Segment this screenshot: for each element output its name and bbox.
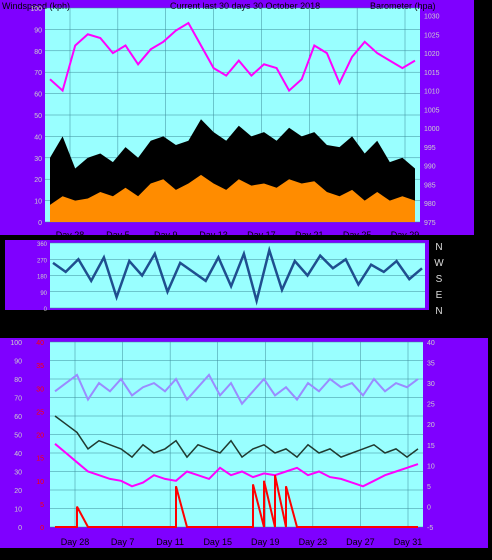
panel1-left-tick: 0 (38, 220, 42, 227)
panel1-x-tick: Day 25 (343, 230, 372, 240)
panel2-left-tick: 90 (40, 291, 47, 297)
direction-label: S (436, 274, 443, 285)
panel3-right-tick: -5 (427, 525, 433, 532)
barometer-series (49, 21, 416, 93)
panel1-left-tick: 30 (34, 156, 42, 163)
panel2-left-tick: 270 (37, 258, 48, 264)
panel3-inner-tick: 35 (36, 363, 44, 370)
panel3-left-tick: 30 (14, 470, 22, 477)
panel1-x-tick: Day 17 (247, 230, 276, 240)
dewpoint-series (54, 415, 419, 459)
panel3-right-tick: 30 (427, 381, 435, 388)
panel3-right-axis-label: Temperature (°C)Dew Point (°C) (312, 322, 441, 332)
panel3-left-tick: 60 (14, 414, 22, 421)
panel3-left-axis-label: Rainfall (mm) Humidity (%) (2, 322, 110, 332)
direction-label: E (436, 290, 443, 301)
panel3-inner-tick: 5 (40, 502, 44, 509)
panel3-inner-tick: 20 (36, 433, 44, 440)
panel1-left-tick: 80 (34, 49, 42, 56)
panel1-left-tick: 40 (34, 134, 42, 141)
panel1-right-tick: 985 (424, 182, 436, 189)
panel3-right-tick: 5 (427, 484, 431, 491)
panel3-x-tick: Day 19 (251, 537, 280, 547)
panel1-right-tick: 1010 (424, 89, 440, 96)
direction-series (52, 245, 423, 306)
panel1-x-tick: Day 13 (199, 230, 228, 240)
panel3-right-tick: 25 (427, 402, 435, 409)
panel1-x-tick: Day 5 (106, 230, 130, 240)
panel1-left-axis-label: Windspeed (kph) (2, 1, 70, 11)
panel2-left-tick: 0 (44, 307, 48, 313)
panel1-right-tick: 1015 (424, 70, 440, 77)
panel3-inner-tick: 15 (36, 456, 44, 463)
panel2-left-tick: 180 (37, 275, 48, 281)
panel1-right-tick: 995 (424, 145, 436, 152)
panel2-left-tick: 360 (37, 242, 48, 248)
panel1-right-axis-label: Barometer (hpa) (370, 1, 436, 11)
panel3-right-tick: 15 (427, 443, 435, 450)
panel3-right-tick: 20 (427, 422, 435, 429)
panel3-inner-tick: 10 (36, 479, 44, 486)
panel3-x-tick: Day 7 (111, 537, 135, 547)
panel3-right-tick: 0 (427, 504, 431, 511)
panel3-inner-tick: 40 (36, 340, 44, 347)
panel3-right-tick: 40 (427, 340, 435, 347)
direction-label: W (434, 258, 444, 269)
panel1-right-tick: 1020 (424, 51, 440, 58)
panel3-x-tick: Day 15 (203, 537, 232, 547)
panel1-left-tick: 10 (34, 199, 42, 206)
rain-series (55, 474, 418, 528)
panel3-left-tick: 100 (10, 340, 22, 347)
panel1-title: Current last 30 days 30 October 2018 (170, 1, 320, 11)
panel1-right-tick: 1025 (424, 32, 440, 39)
panel1-right-tick: 975 (424, 220, 436, 227)
panel1-x-tick: Day 21 (295, 230, 324, 240)
panel1-right-tick: 980 (424, 201, 436, 208)
panel3-right-tick: 35 (427, 361, 435, 368)
panel1-left-tick: 90 (34, 27, 42, 34)
panel3-left-tick: 40 (14, 451, 22, 458)
panel1-x-tick: Day 29 (391, 230, 420, 240)
panel3-left-tick: 0 (18, 525, 22, 532)
panel1-left-tick: 100 (30, 6, 42, 13)
panel3-x-tick: Day 28 (61, 537, 90, 547)
temperature-series (54, 373, 419, 406)
panel3-right-tick: 10 (427, 463, 435, 470)
panel3-left-tick: 10 (14, 507, 22, 514)
panel1-left-tick: 60 (34, 92, 42, 99)
panel1-left-tick: 50 (34, 113, 42, 120)
panel3-x-tick: Day 31 (394, 537, 423, 547)
panel3-x-tick: Day 27 (346, 537, 375, 547)
humidity-series (54, 443, 419, 488)
panel3-x-tick: Day 11 (156, 537, 184, 547)
panel1-left-tick: 20 (34, 177, 42, 184)
panel3-inner-tick: 30 (36, 386, 44, 393)
panel3-left-tick: 50 (14, 433, 22, 440)
panel3-inner-tick: 0 (40, 525, 44, 532)
panel3-left-tick: 80 (14, 377, 22, 384)
direction-label: N (435, 242, 442, 253)
panel3-left-tick: 70 (14, 396, 22, 403)
panel3-left-tick: 90 (14, 359, 22, 366)
panel1-right-tick: 990 (424, 164, 436, 171)
panel3-x-tick: Day 23 (299, 537, 328, 547)
panel3-left-tick: 20 (14, 488, 22, 495)
panel1-x-tick: Day 28 (56, 230, 85, 240)
panel3-inner-tick: 25 (36, 409, 44, 416)
panel1-left-tick: 70 (34, 70, 42, 77)
direction-label: N (435, 306, 442, 317)
wind-series-2 (50, 174, 415, 222)
panel1-x-tick: Day 9 (154, 230, 178, 240)
panel1-right-tick: 1005 (424, 107, 440, 114)
panel1-right-tick: 1030 (424, 14, 440, 21)
panel1-right-tick: 1000 (424, 126, 440, 133)
